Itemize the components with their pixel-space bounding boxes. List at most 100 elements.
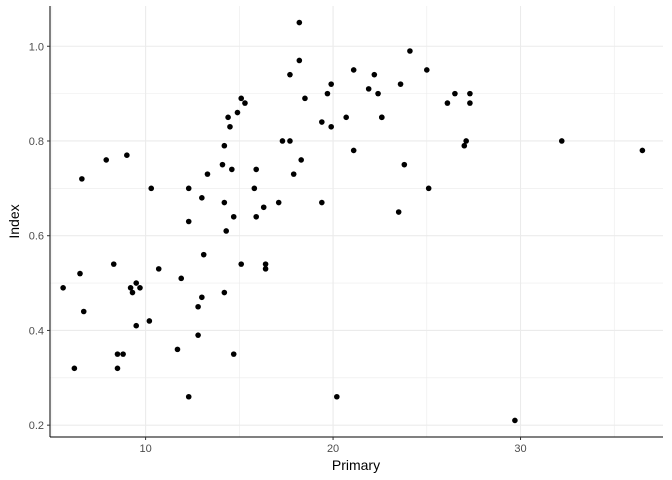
- data-point: [221, 289, 228, 296]
- data-point: [148, 185, 155, 192]
- data-point: [71, 365, 78, 372]
- data-point: [223, 228, 230, 234]
- data-point: [114, 365, 121, 372]
- data-point: [639, 147, 646, 154]
- x-axis-ticks: 10 20 30: [139, 437, 527, 455]
- data-point: [103, 157, 110, 163]
- data-point: [343, 114, 349, 121]
- data-point: [328, 123, 334, 130]
- data-point: [365, 86, 372, 92]
- data-point: [234, 109, 241, 116]
- data-point: [350, 147, 357, 154]
- data-point: [328, 81, 334, 87]
- data-point: [110, 261, 117, 267]
- data-point: [137, 285, 143, 291]
- data-point: [401, 161, 408, 168]
- data-point: [467, 90, 473, 97]
- data-point: [558, 138, 565, 144]
- data-point: [319, 199, 325, 206]
- data-point: [195, 303, 201, 310]
- data-point: [302, 95, 308, 102]
- x-tick-label: 10: [139, 443, 151, 455]
- data-point: [227, 123, 233, 130]
- data-point: [512, 417, 518, 424]
- data-point: [452, 90, 458, 97]
- data-point: [225, 114, 231, 121]
- data-point: [185, 185, 192, 192]
- y-tick-label: 0.2: [29, 420, 44, 432]
- data-point: [296, 57, 303, 64]
- data-point: [253, 213, 260, 220]
- data-point: [230, 213, 237, 220]
- data-point: [229, 166, 235, 173]
- y-tick-label: 0.4: [29, 325, 44, 337]
- data-point: [124, 152, 130, 158]
- y-axis-title: Index: [6, 204, 22, 238]
- x-tick-label: 20: [327, 443, 339, 455]
- data-point: [178, 275, 185, 282]
- data-point: [199, 294, 205, 301]
- data-point: [133, 280, 140, 286]
- x-axis-title: Primary: [332, 457, 380, 473]
- data-point: [379, 114, 385, 121]
- data-point: [407, 48, 413, 54]
- data-point: [221, 199, 228, 206]
- data-point: [77, 270, 83, 277]
- data-point: [467, 100, 473, 106]
- data-point: [262, 266, 269, 272]
- data-point: [195, 332, 201, 338]
- y-tick-label: 0.8: [29, 136, 44, 148]
- y-tick-label: 0.6: [29, 231, 44, 243]
- data-point: [155, 266, 162, 272]
- data-point: [262, 261, 269, 267]
- data-point: [238, 261, 245, 267]
- data-point: [133, 322, 140, 329]
- data-point: [242, 100, 248, 106]
- data-point: [199, 195, 205, 201]
- data-point: [221, 142, 228, 149]
- data-point: [185, 393, 192, 400]
- data-point: [350, 67, 357, 73]
- data-point: [290, 171, 297, 177]
- data-point: [251, 185, 258, 192]
- data-point: [129, 289, 136, 296]
- data-point: [127, 285, 134, 291]
- data-point: [204, 171, 211, 177]
- data-point: [287, 71, 293, 78]
- data-point: [174, 346, 181, 353]
- data-point: [463, 138, 469, 144]
- data-point: [298, 157, 304, 163]
- data-point: [461, 142, 468, 149]
- data-point: [80, 308, 87, 315]
- data-points: [60, 19, 646, 424]
- data-point: [114, 351, 121, 357]
- data-point: [146, 318, 153, 324]
- data-point: [395, 209, 402, 215]
- data-point: [279, 138, 286, 144]
- data-point: [120, 351, 126, 357]
- data-point: [60, 285, 66, 291]
- data-point: [397, 81, 404, 87]
- data-point: [296, 19, 303, 26]
- data-point: [371, 71, 378, 78]
- data-point: [444, 100, 451, 106]
- data-point: [200, 251, 207, 258]
- y-axis-ticks: 0.2 0.4 0.6 0.8 1.0: [29, 41, 50, 432]
- data-point: [319, 119, 325, 125]
- y-tick-label: 1.0: [29, 41, 44, 53]
- x-tick-label: 30: [514, 443, 526, 455]
- data-point: [287, 138, 293, 144]
- data-point: [425, 185, 432, 192]
- data-point: [423, 67, 430, 73]
- data-point: [260, 204, 267, 211]
- data-point: [185, 218, 192, 225]
- data-point: [79, 176, 85, 182]
- data-point: [238, 95, 245, 102]
- data-point: [375, 90, 381, 97]
- data-point: [334, 393, 340, 400]
- data-point: [275, 199, 282, 206]
- data-point: [253, 166, 260, 173]
- data-point: [230, 351, 237, 357]
